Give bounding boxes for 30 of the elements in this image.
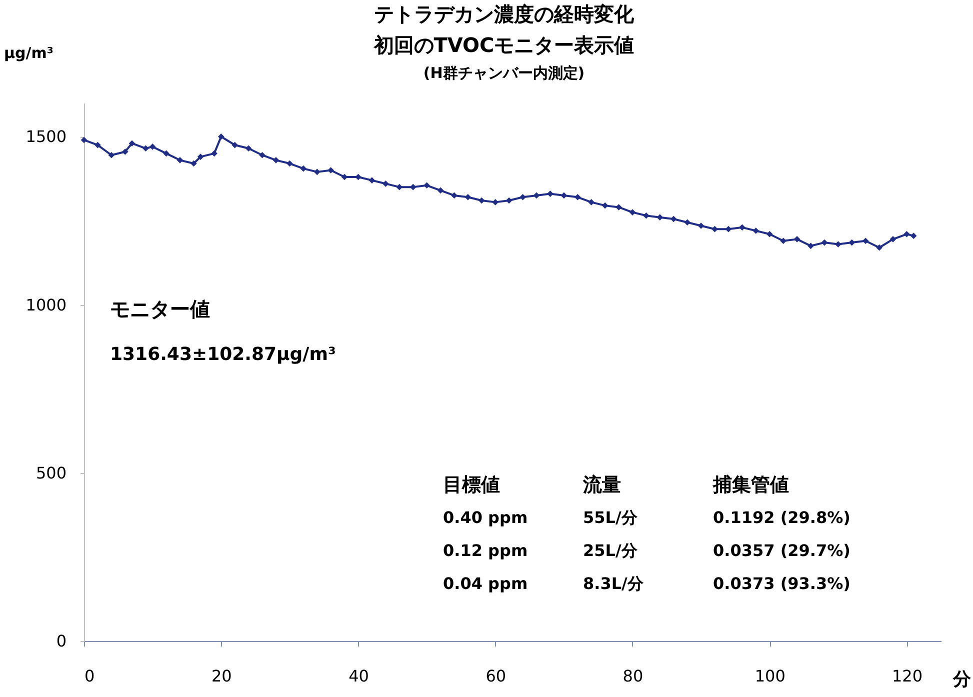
annotation: 流量 bbox=[582, 474, 621, 496]
y-tick-label: 1000 bbox=[26, 295, 66, 314]
annotation: 0.0357 (29.7%) bbox=[713, 541, 850, 560]
x-tick-label: 80 bbox=[622, 666, 644, 686]
text: テトラデカン濃度の経時変化 bbox=[374, 2, 634, 26]
y-tick-label: 500 bbox=[36, 463, 66, 482]
x-tick-label: 20 bbox=[211, 666, 232, 686]
annotation: モニター値 bbox=[110, 297, 210, 321]
y-tick-label: 0 bbox=[56, 632, 66, 650]
annotation: 1316.43±102.87μg/m³ bbox=[110, 344, 336, 365]
x-tick-label: 100 bbox=[754, 666, 786, 686]
y-tick-label: 1500 bbox=[26, 127, 66, 146]
x-tick-label: 60 bbox=[486, 666, 506, 686]
x-tick-label: 120 bbox=[892, 666, 922, 686]
text: 初回のTVOCモニター表示値 bbox=[374, 33, 634, 57]
annotation: 0.1192 (29.8%) bbox=[713, 508, 850, 527]
x-axis-title: 分 bbox=[952, 669, 972, 690]
x-tick-label: 40 bbox=[348, 666, 369, 686]
annotation: 0.12 ppm bbox=[443, 541, 528, 560]
annotation: 0.04 ppm bbox=[443, 574, 528, 593]
annotation: 25L/分 bbox=[583, 541, 638, 560]
annotation: 0.40 ppm bbox=[443, 508, 528, 527]
chart-subtitle: (H群チャンバー内測定) bbox=[423, 64, 585, 82]
x-tick-label: 0 bbox=[84, 666, 95, 686]
annotation: 捕集管値 bbox=[712, 474, 789, 496]
annotation: 8.3L/分 bbox=[583, 574, 644, 593]
annotation: 目標値 bbox=[443, 474, 500, 496]
annotation: 55L/分 bbox=[583, 508, 638, 527]
annotation: 0.0373 (93.3%) bbox=[713, 574, 850, 593]
y-axis-title: μg/m³ bbox=[4, 44, 54, 62]
